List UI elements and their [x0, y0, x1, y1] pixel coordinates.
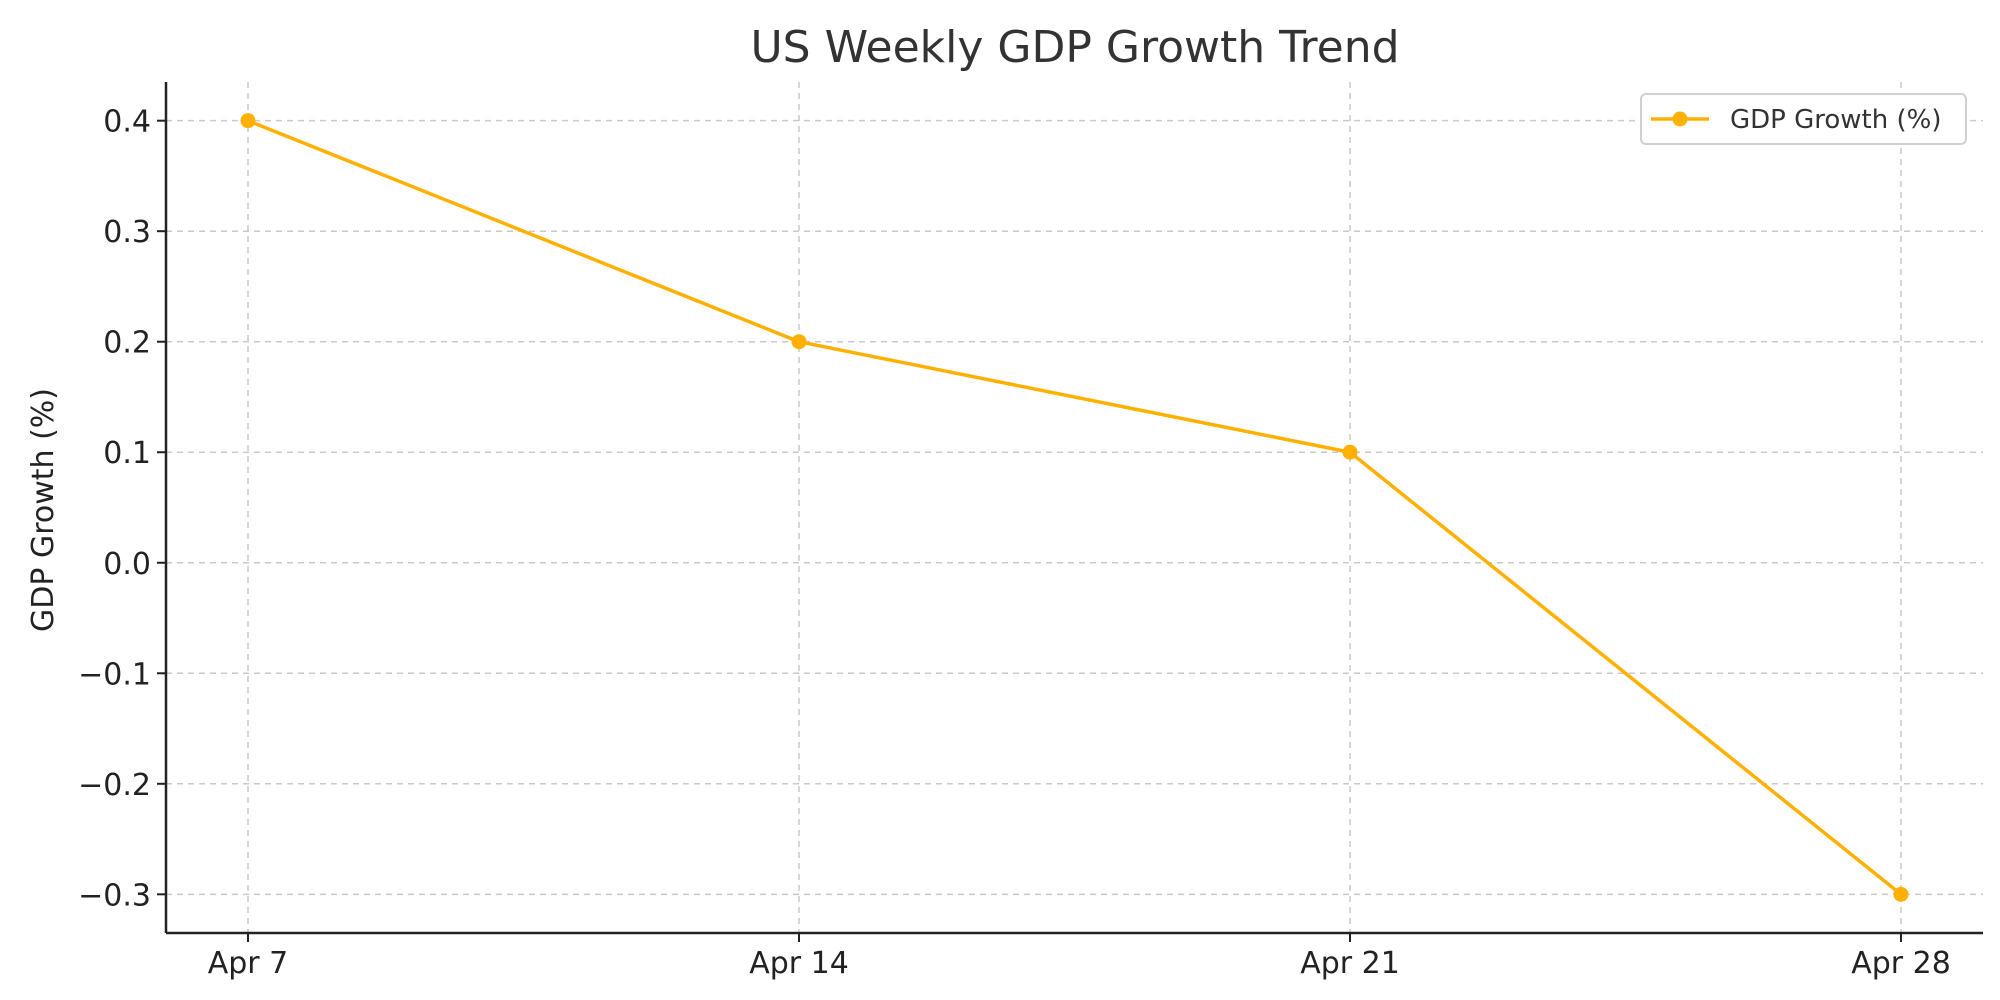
legend-marker-swatch	[1672, 111, 1688, 127]
x-tick-label: Apr 21	[1300, 946, 1400, 981]
x-tick-label: Apr 14	[749, 946, 849, 981]
y-tick-label: 0.4	[103, 105, 151, 140]
legend-label: GDP Growth (%)	[1730, 105, 1941, 135]
legend: GDP Growth (%)	[1640, 93, 1967, 145]
y-tick-label: −0.3	[78, 878, 151, 913]
chart-title: US Weekly GDP Growth Trend	[750, 22, 1399, 73]
y-axis-label: GDP Growth (%)	[26, 388, 61, 632]
y-tick-label: −0.2	[78, 768, 151, 803]
data-point-marker	[240, 113, 256, 129]
y-tick-label: 0.0	[103, 547, 151, 582]
y-tick-label: 0.3	[103, 215, 151, 250]
y-tick-label: 0.1	[103, 436, 151, 471]
ticks: 0.4 0.3 0.2 0.1 0.0 −0.1 −0.2 −0.3 Apr 7 Apr 14 Ap…	[78, 105, 1951, 981]
y-tick-label: −0.1	[78, 657, 151, 692]
data-point-marker	[1893, 886, 1909, 902]
grid	[166, 82, 1983, 933]
series-line	[246, 118, 1903, 897]
y-tick-label: 0.2	[103, 326, 151, 361]
x-tick-label: Apr 7	[208, 946, 289, 981]
legend-box	[1640, 93, 1967, 145]
series	[240, 113, 1909, 902]
data-point-marker	[791, 334, 807, 350]
x-tick-label: Apr 28	[1851, 946, 1951, 981]
data-point-marker	[1342, 444, 1358, 460]
axes	[164, 82, 1983, 935]
